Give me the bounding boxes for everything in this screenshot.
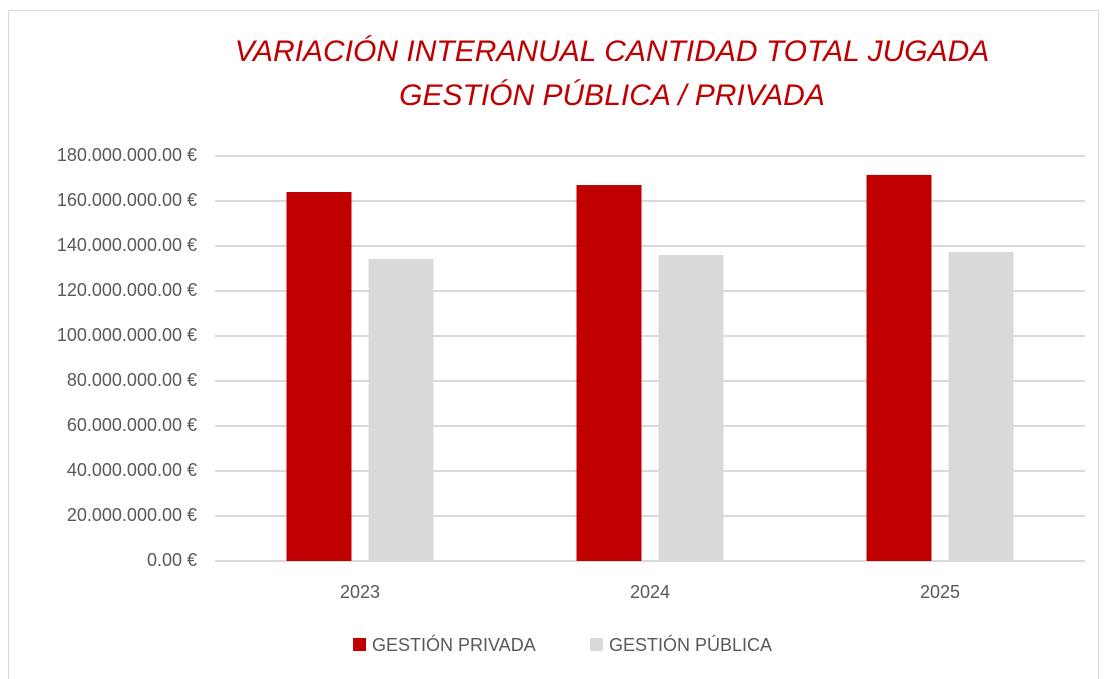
y-tick-label: 20.000.000.00 € bbox=[67, 505, 197, 525]
bar bbox=[948, 252, 1014, 561]
bar bbox=[866, 174, 932, 561]
chart-title: GESTIÓN PÚBLICA / PRIVADA bbox=[399, 79, 825, 112]
legend-label: GESTIÓN PÚBLICA bbox=[609, 634, 772, 655]
y-tick-label: 40.000.000.00 € bbox=[67, 460, 197, 480]
bar bbox=[658, 255, 724, 561]
y-tick-label: 60.000.000.00 € bbox=[67, 415, 197, 435]
y-tick-label: 180.000.000.00 € bbox=[57, 145, 197, 165]
bar bbox=[286, 192, 352, 561]
y-tick-label: 160.000.000.00 € bbox=[57, 190, 197, 210]
x-tick-label: 2024 bbox=[630, 582, 670, 602]
y-tick-label: 100.000.000.00 € bbox=[57, 325, 197, 345]
y-tick-label: 140.000.000.00 € bbox=[57, 235, 197, 255]
legend-swatch bbox=[353, 638, 366, 651]
legend-label: GESTIÓN PRIVADA bbox=[372, 634, 536, 655]
bar bbox=[368, 259, 434, 561]
chart-title: VARIACIÓN INTERANUAL CANTIDAD TOTAL JUGA… bbox=[235, 35, 990, 68]
legend-swatch bbox=[590, 638, 603, 651]
y-tick-label: 80.000.000.00 € bbox=[67, 370, 197, 390]
x-tick-label: 2025 bbox=[920, 582, 960, 602]
bar bbox=[576, 185, 642, 561]
x-tick-label: 2023 bbox=[340, 582, 380, 602]
y-tick-label: 0.00 € bbox=[147, 550, 197, 570]
y-tick-label: 120.000.000.00 € bbox=[57, 280, 197, 300]
